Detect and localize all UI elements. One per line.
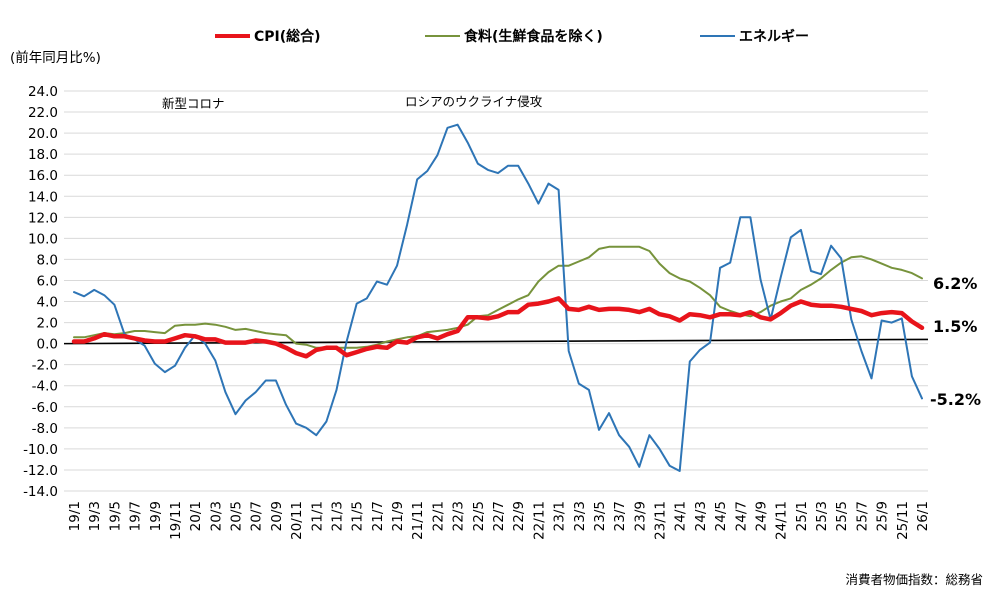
annotation-covid: 新型コロナ	[162, 96, 225, 111]
x-tick-label: 21/7	[370, 501, 386, 531]
y-tick-label: 0.0	[37, 337, 58, 353]
y-tick-label: -4.0	[32, 379, 58, 395]
end-label-energy: -5.2%	[930, 390, 981, 409]
x-tick-label: 21/5	[350, 501, 366, 531]
y-tick-label: 16.0	[28, 168, 58, 184]
x-tick-label: 20/1	[188, 501, 204, 531]
series-line-energy	[73, 123, 923, 472]
x-tick-label: 25/5	[834, 501, 850, 531]
x-tick-label: 23/1	[552, 501, 568, 531]
legend-label-food: 食料(生鮮食品を除く)	[464, 28, 603, 45]
x-tick-label: 24/7	[733, 501, 749, 531]
x-tick-label: 23/9	[632, 501, 648, 531]
series-lines	[63, 123, 929, 472]
y-tick-label: 14.0	[28, 189, 58, 205]
y-axis-label: (前年同月比%)	[10, 49, 101, 66]
legend-label-cpi: CPI(総合)	[254, 28, 321, 45]
x-tick-label: 24/9	[753, 501, 769, 531]
legend: CPI(総合) 食料(生鮮食品を除く) エネルギー	[215, 28, 809, 45]
y-tick-label: -8.0	[32, 421, 58, 437]
series-line-food	[73, 245, 923, 349]
x-tick-label: 19/11	[168, 501, 184, 540]
legend-label-energy: エネルギー	[739, 28, 809, 45]
x-tick-label: 22/1	[430, 501, 446, 531]
x-tick-label: 20/5	[229, 501, 245, 531]
y-tick-label: 20.0	[28, 126, 58, 142]
x-tick-label: 20/9	[269, 501, 285, 531]
x-tick-label: 19/9	[148, 501, 164, 531]
x-axis-ticks: 19/1 19/3 19/5 19/7 19/9 19/11 20/1 20/3 20/5 20/…	[67, 501, 931, 540]
x-tick-label: 25/1	[794, 501, 810, 531]
y-tick-label: 4.0	[37, 295, 58, 311]
x-tick-label: 24/3	[693, 501, 709, 531]
y-tick-label: -14.0	[23, 484, 58, 500]
x-tick-label: 22/3	[451, 501, 467, 531]
x-tick-label: 21/3	[329, 501, 345, 531]
y-tick-label: 18.0	[28, 147, 58, 163]
x-tick-label: 22/9	[511, 501, 527, 531]
x-tick-label: 20/11	[289, 501, 305, 540]
x-tick-label: 21/11	[410, 501, 426, 540]
y-tick-label: 2.0	[37, 316, 58, 332]
y-tick-label: -6.0	[32, 400, 58, 416]
y-tick-label: 10.0	[28, 231, 58, 247]
x-tick-label: 19/3	[87, 501, 103, 531]
x-tick-label: 21/9	[390, 501, 406, 531]
x-tick-label: 23/3	[572, 501, 588, 531]
x-tick-label: 22/5	[471, 501, 487, 531]
y-tick-label: 24.0	[28, 84, 58, 100]
x-tick-label: 26/1	[915, 501, 931, 531]
end-label-cpi: 1.5%	[933, 317, 977, 336]
annotation-ukraine: ロシアのウクライナ侵攻	[405, 94, 543, 109]
end-label-food: 6.2%	[933, 274, 977, 293]
reference-line	[63, 338, 929, 345]
y-tick-label: -12.0	[23, 463, 58, 479]
y-tick-label: -2.0	[32, 358, 58, 374]
y-tick-label: 8.0	[37, 252, 58, 268]
source-note: 消費者物価指数：総務省	[845, 572, 983, 587]
y-tick-label: 6.0	[37, 273, 58, 289]
x-tick-label: 25/9	[875, 501, 891, 531]
y-tick-label: -10.0	[23, 442, 58, 458]
y-tick-label: 22.0	[28, 105, 58, 121]
x-tick-label: 20/7	[249, 501, 265, 531]
x-tick-label: 21/1	[309, 501, 325, 531]
x-tick-label: 24/11	[774, 501, 790, 540]
series-line-cpi	[71, 296, 925, 359]
x-tick-label: 25/3	[814, 501, 830, 531]
x-tick-label: 19/1	[67, 501, 83, 531]
x-tick-label: 19/7	[128, 501, 144, 531]
x-tick-label: 25/7	[854, 501, 870, 531]
x-tick-label: 23/7	[612, 501, 628, 531]
x-tick-label: 24/1	[673, 501, 689, 531]
x-tick-label: 23/11	[653, 501, 669, 540]
y-axis-ticks: 24.0 22.0 20.0 18.0 16.0 14.0 12.0 10.0 8.0 6.0 4.…	[23, 84, 58, 500]
x-tick-label: 24/5	[713, 501, 729, 531]
x-tick-label: 23/5	[592, 501, 608, 531]
x-tick-label: 25/11	[895, 501, 911, 540]
x-tick-label: 22/7	[491, 501, 507, 531]
x-tick-label: 19/5	[107, 501, 123, 531]
x-tick-label: 22/11	[531, 501, 547, 540]
y-tick-label: 12.0	[28, 210, 58, 226]
x-tick-label: 20/3	[208, 501, 224, 531]
grid-lines	[64, 90, 928, 492]
